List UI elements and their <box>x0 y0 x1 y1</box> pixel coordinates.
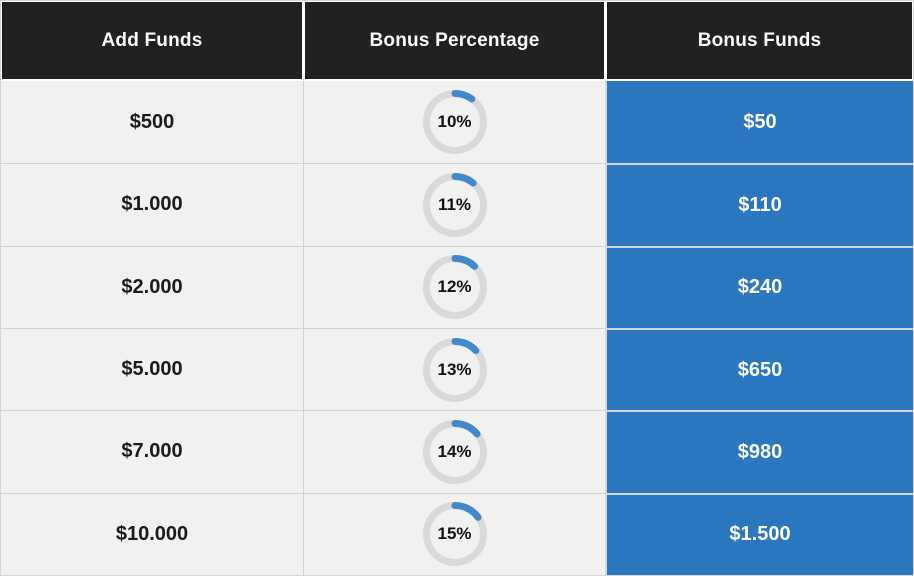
add-funds-value: $500 <box>129 110 175 133</box>
add-funds-value: $10.000 <box>115 522 189 545</box>
percentage-gauge-icon: 11% <box>422 172 487 237</box>
percentage-gauge-icon: 12% <box>422 255 487 320</box>
bonus-funds-value: $650 <box>737 358 783 381</box>
bonus-percentage-value: 11% <box>437 194 472 214</box>
bonus-funds-value: $50 <box>743 110 777 133</box>
bonus-percentage-value: 14% <box>437 441 472 461</box>
bonus-percentage-value: 12% <box>437 277 472 297</box>
table-row: $1.000 11% $110 <box>1 163 913 246</box>
bonus-funds-value: $980 <box>737 440 783 463</box>
add-funds-value: $1.000 <box>121 193 183 216</box>
column-header-bonus-percentage: Bonus Percentage <box>305 2 604 79</box>
add-funds-value: $2.000 <box>121 275 183 298</box>
percentage-gauge-icon: 14% <box>422 419 487 484</box>
add-funds-cell: $10.000 <box>1 492 304 575</box>
table-row: $500 10% $50 <box>1 81 913 164</box>
add-funds-value: $5.000 <box>121 358 183 381</box>
bonus-funds-value: $240 <box>737 276 783 299</box>
bonus-percentage-value: 13% <box>437 359 472 379</box>
add-funds-value: $7.000 <box>121 440 183 463</box>
bonus-percentage-value: 15% <box>437 524 472 544</box>
bonus-percentage-cell: 10% <box>304 81 605 164</box>
add-funds-cell: $500 <box>1 81 304 164</box>
bonus-percentage-value: 10% <box>437 112 472 132</box>
add-funds-cell: $5.000 <box>1 327 304 411</box>
bonus-percentage-cell: 13% <box>304 327 605 411</box>
bonus-percentage-cell: 14% <box>304 410 605 493</box>
table-header: Add Funds Bonus Percentage Bonus Funds <box>1 1 913 81</box>
bonus-percentage-cell: 15% <box>304 492 605 575</box>
table-row: $7.000 14% $980 <box>1 410 913 493</box>
bonus-funds-cell: $980 <box>605 410 913 493</box>
bonus-percentage-cell: 12% <box>304 245 605 328</box>
bonus-funds-cell: $1.500 <box>605 492 913 575</box>
bonus-funds-value: $110 <box>738 193 782 216</box>
table-body: $500 10% $50 $1.000 11% $110 $2.000 12% $240 $5.0… <box>1 81 913 575</box>
table-row: $5.000 13% $650 <box>1 327 913 411</box>
bonus-funds-cell: $240 <box>605 245 913 328</box>
table-row: $10.000 15% $1.500 <box>1 492 913 575</box>
percentage-gauge-icon: 13% <box>422 337 487 402</box>
bonus-funds-cell: $650 <box>605 327 913 411</box>
bonus-percentage-cell: 11% <box>304 163 605 246</box>
add-funds-cell: $1.000 <box>1 163 304 246</box>
bonus-funds-cell: $50 <box>605 81 913 164</box>
percentage-gauge-icon: 10% <box>422 90 487 155</box>
column-header-add-funds: Add Funds <box>2 2 302 79</box>
percentage-gauge-icon: 15% <box>422 502 487 567</box>
add-funds-cell: $7.000 <box>1 410 304 493</box>
bonus-funds-value: $1.500 <box>729 523 791 546</box>
bonus-funds-cell: $110 <box>605 163 913 246</box>
column-header-bonus-funds: Bonus Funds <box>607 2 912 79</box>
table-row: $2.000 12% $240 <box>1 245 913 328</box>
add-funds-cell: $2.000 <box>1 245 304 328</box>
